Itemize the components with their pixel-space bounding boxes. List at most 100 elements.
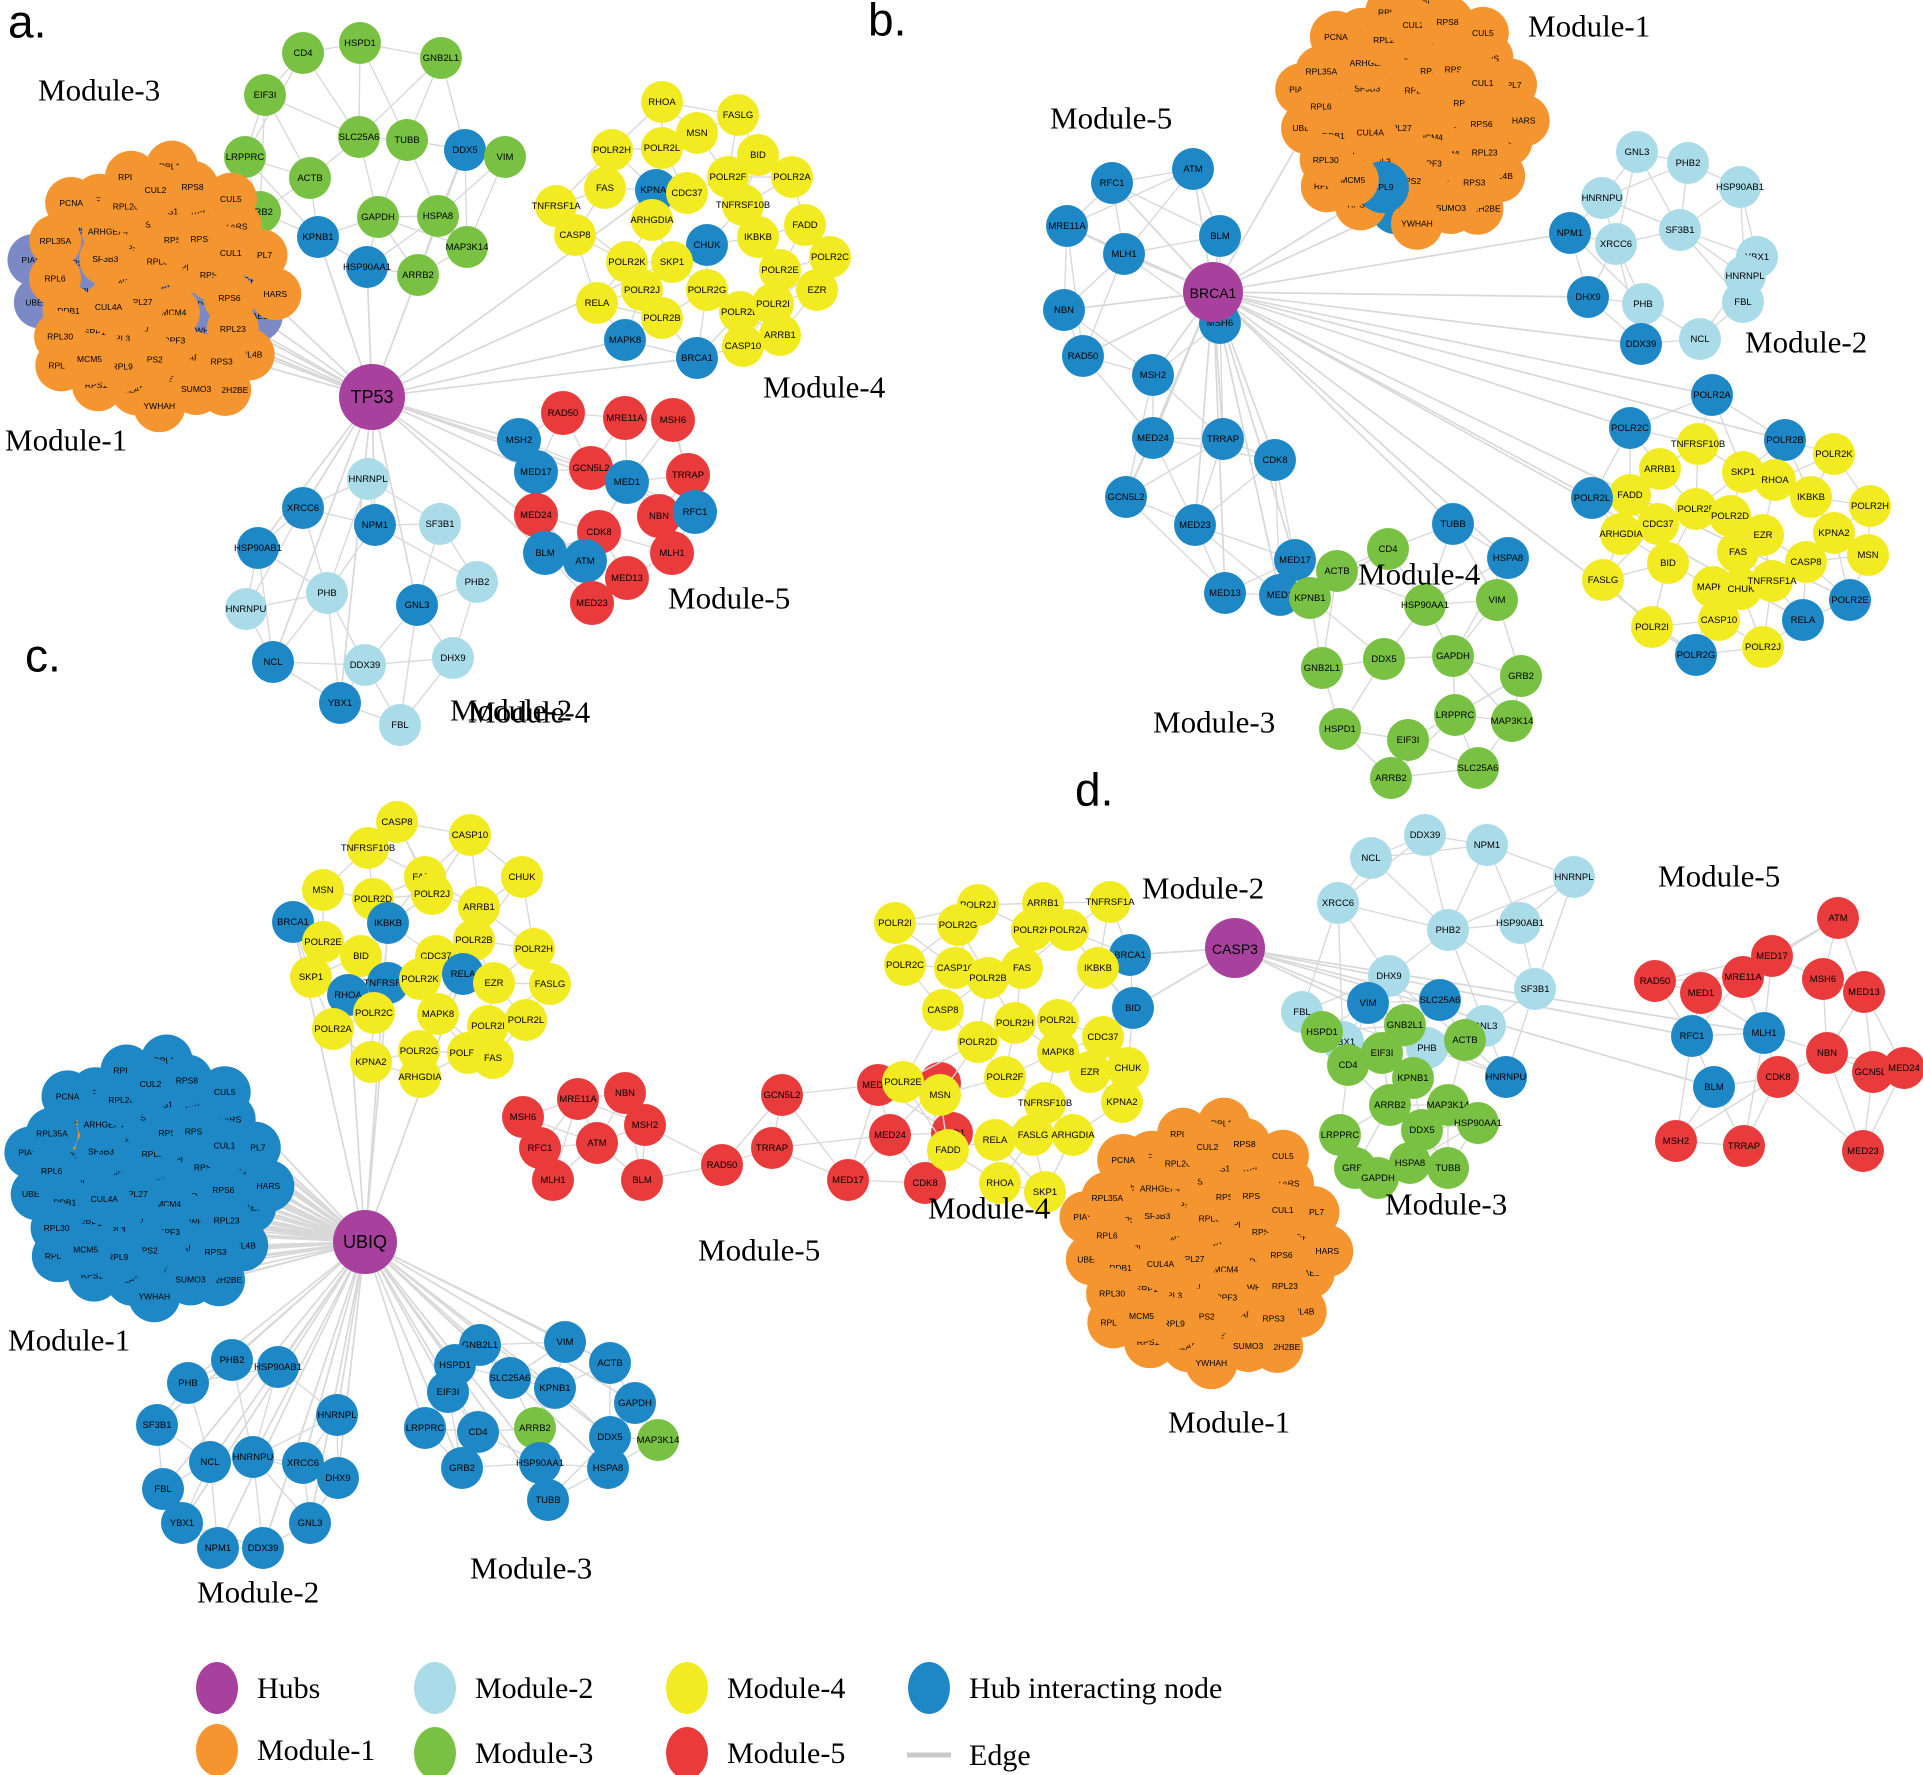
node-eif3i[interactable]: EIF3I xyxy=(427,1371,469,1413)
node-med17[interactable]: MED17 xyxy=(1751,935,1793,977)
node-rad50[interactable]: RAD50 xyxy=(541,391,585,435)
node-lrpprc[interactable]: LRPPRC xyxy=(1319,1114,1361,1156)
node-polr2e[interactable]: POLR2E xyxy=(302,921,344,963)
node-tubb[interactable]: TUBB xyxy=(527,1479,569,1521)
node-hsp90ab1[interactable]: HSP90AB1 xyxy=(1496,902,1544,944)
node-mlh1[interactable]: MLH1 xyxy=(532,1159,574,1201)
node-polr2h[interactable]: POLR2H xyxy=(513,928,555,970)
node-vim[interactable]: VIM xyxy=(484,136,526,178)
node-mapk8[interactable]: MAPK8 xyxy=(1037,1031,1079,1073)
node-gnl3[interactable]: GNL3 xyxy=(1616,131,1658,173)
node-msn[interactable]: MSN xyxy=(302,869,344,911)
node-polr2g[interactable]: POLR2G xyxy=(937,904,979,946)
node-dhx9[interactable]: DHX9 xyxy=(317,1457,359,1499)
hub-node-tp53[interactable]: TP53 xyxy=(339,364,405,430)
node-vim[interactable]: VIM xyxy=(1476,579,1518,621)
node-hnrnpl[interactable]: HNRNPL xyxy=(316,1394,358,1436)
node-phb2[interactable]: PHB2 xyxy=(1667,142,1709,184)
node-med1[interactable]: MED1 xyxy=(1680,972,1722,1014)
node-med23[interactable]: MED23 xyxy=(1842,1130,1884,1172)
node-gnl3[interactable]: GNL3 xyxy=(396,584,438,626)
node-vim[interactable]: VIM xyxy=(1347,982,1389,1024)
node-slc25a6[interactable]: SLC25A6 xyxy=(338,116,380,158)
node-lrpprc[interactable]: LRPPRC xyxy=(224,136,266,178)
node-atm[interactable]: ATM xyxy=(563,539,607,583)
node-nbn[interactable]: NBN xyxy=(1043,289,1085,331)
node-rpl30[interactable]: RPL30 xyxy=(34,310,87,363)
node-kpnb1[interactable]: KPNB1 xyxy=(534,1367,576,1409)
node-polr2k[interactable]: POLR2K xyxy=(1011,909,1053,951)
node-tnfrsf1a[interactable]: TNFRSF1A xyxy=(1085,881,1135,923)
node-rfc1[interactable]: RFC1 xyxy=(1091,162,1133,204)
node-ddx5[interactable]: DDX5 xyxy=(1363,638,1405,680)
node-pcna[interactable]: PCNA xyxy=(1097,1134,1150,1187)
node-actb[interactable]: ACTB xyxy=(1316,550,1358,592)
node-gapdh[interactable]: GAPDH xyxy=(1432,635,1474,677)
node-tnfrsf1a[interactable]: TNFRSF1A xyxy=(1747,560,1797,602)
node-polr2l[interactable]: POLR2L xyxy=(505,999,547,1041)
node-npm1[interactable]: NPM1 xyxy=(354,504,396,546)
node-tubb[interactable]: TUBB xyxy=(386,119,428,161)
node-med24[interactable]: MED24 xyxy=(1883,1047,1923,1089)
node-lrpprc[interactable]: LRPPRC xyxy=(404,1407,446,1449)
node-fas[interactable]: FAS xyxy=(1717,531,1759,573)
node-polr2g[interactable]: POLR2G xyxy=(686,269,728,311)
node-faslg[interactable]: FASLG xyxy=(1012,1114,1054,1156)
hub-node-ubiq[interactable]: UBIQ xyxy=(333,1210,397,1274)
node-ywhah[interactable]: YWHAH xyxy=(133,380,186,433)
node-map3k14[interactable]: MAP3K14 xyxy=(637,1419,680,1461)
node-polr2l[interactable]: POLR2L xyxy=(1037,999,1079,1041)
node-cdk8[interactable]: CDK8 xyxy=(1254,439,1296,481)
node-rfc1[interactable]: RFC1 xyxy=(1671,1015,1713,1057)
node-hnrnpu[interactable]: HNRNPU xyxy=(232,1436,274,1478)
node-polr2g[interactable]: POLR2G xyxy=(1675,634,1717,676)
node-fas[interactable]: FAS xyxy=(472,1037,514,1079)
node-rpl6[interactable]: RPL6 xyxy=(29,252,82,305)
node-blm[interactable]: BLM xyxy=(1199,215,1241,257)
node-cul1[interactable]: CUL1 xyxy=(204,227,257,280)
node-cul4a[interactable]: CUL4A xyxy=(1344,106,1397,159)
node-kpnb1[interactable]: KPNB1 xyxy=(297,216,339,258)
node-msn[interactable]: MSN xyxy=(919,1074,961,1116)
node-hnrnpu[interactable]: HNRNPU xyxy=(1581,177,1623,219)
node-casp10[interactable]: CASP10 xyxy=(1698,599,1740,641)
node-polr2i[interactable]: POLR2I xyxy=(1631,606,1673,648)
node-pcna[interactable]: PCNA xyxy=(45,177,98,230)
node-map3k14[interactable]: MAP3K14 xyxy=(446,226,489,268)
node-hspd1[interactable]: HSPD1 xyxy=(1301,1011,1343,1053)
node-msh2[interactable]: MSH2 xyxy=(624,1104,666,1146)
node-ybx1[interactable]: YBX1 xyxy=(319,682,361,724)
node-hsp90ab1[interactable]: HSP90AB1 xyxy=(1716,166,1764,208)
node-cul1[interactable]: CUL1 xyxy=(1456,56,1509,109)
node-rpl6[interactable]: RPL6 xyxy=(25,1144,78,1197)
node-bid[interactable]: BID xyxy=(1647,542,1689,584)
node-msn[interactable]: MSN xyxy=(676,112,718,154)
node-hspd1[interactable]: HSPD1 xyxy=(339,22,381,64)
node-hsp90ab1[interactable]: HSP90AB1 xyxy=(254,1346,302,1388)
node-sf3b1[interactable]: SF3B1 xyxy=(1514,968,1556,1010)
node-sf3b1[interactable]: SF3B1 xyxy=(1659,209,1701,251)
node-gapdh[interactable]: GAPDH xyxy=(614,1382,656,1424)
node-rpl30[interactable]: RPL30 xyxy=(30,1201,83,1254)
node-skp1[interactable]: SKP1 xyxy=(290,956,332,998)
node-hnrnpl[interactable]: HNRNPL xyxy=(347,458,389,500)
node-cul5[interactable]: CUL5 xyxy=(204,172,257,225)
node-hnrnpu[interactable]: HNRNPU xyxy=(1485,1056,1527,1098)
node-ncl[interactable]: NCL xyxy=(1679,318,1721,360)
node-cdk8[interactable]: CDK8 xyxy=(1757,1056,1799,1098)
node-nbn[interactable]: NBN xyxy=(604,1072,646,1114)
node-ywhah[interactable]: YWHAH xyxy=(1185,1337,1238,1390)
node-cd4[interactable]: CD4 xyxy=(282,32,324,74)
node-tubb[interactable]: TUBB xyxy=(1427,1147,1469,1189)
node-phb[interactable]: PHB xyxy=(167,1362,209,1404)
node-gnb2l1[interactable]: GNB2L1 xyxy=(1301,647,1343,689)
node-arhgdia[interactable]: ARHGDIA xyxy=(398,1056,442,1098)
node-gapdh[interactable]: GAPDH xyxy=(1357,1157,1399,1199)
node-cd4[interactable]: CD4 xyxy=(457,1411,499,1453)
node-cd4[interactable]: CD4 xyxy=(1367,528,1409,570)
node-actb[interactable]: ACTB xyxy=(589,1342,631,1384)
node-polr2l[interactable]: POLR2L xyxy=(641,127,683,169)
node-cd4[interactable]: CD4 xyxy=(1327,1044,1369,1086)
node-mlh1[interactable]: MLH1 xyxy=(1743,1012,1785,1054)
node-msh6[interactable]: MSH6 xyxy=(651,398,695,442)
